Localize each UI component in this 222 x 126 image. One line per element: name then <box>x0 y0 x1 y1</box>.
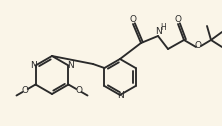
Text: N: N <box>155 27 161 36</box>
Text: N: N <box>117 91 123 101</box>
Text: H: H <box>160 24 166 33</box>
Text: O: O <box>22 86 29 95</box>
Text: N: N <box>30 61 36 71</box>
Text: N: N <box>67 60 74 70</box>
Text: O: O <box>75 86 82 95</box>
Text: O: O <box>194 41 202 51</box>
Text: O: O <box>174 15 182 24</box>
Text: O: O <box>129 15 137 24</box>
